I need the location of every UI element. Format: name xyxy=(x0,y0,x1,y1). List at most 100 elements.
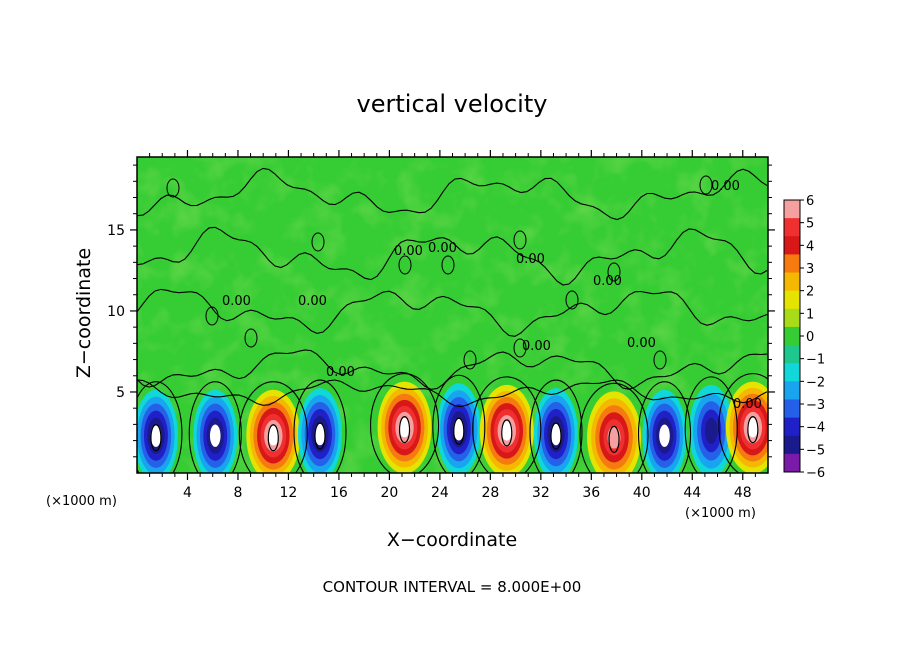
colorbar-swatch xyxy=(784,399,800,419)
plot-area: 0.00 0.00 0.00 0.00 0.00 0.00 0.00 0.00 0.00 0.00… xyxy=(137,157,768,473)
cell-band xyxy=(550,422,562,446)
cell-band xyxy=(704,417,718,444)
cell-outline-contour xyxy=(238,381,308,473)
x-tick-label: 20 xyxy=(380,485,398,501)
contour-loop xyxy=(463,350,477,370)
contour-label: 0.00 xyxy=(326,365,355,380)
cell-outline-contour xyxy=(529,379,583,473)
cell-band xyxy=(209,424,221,447)
x-tick-label: 48 xyxy=(734,485,752,501)
velocity-cell xyxy=(587,391,642,473)
contour-loop xyxy=(398,255,412,275)
contour-label: 0.00 xyxy=(711,179,740,194)
contour-loop xyxy=(513,230,527,250)
contour-loop xyxy=(244,328,258,348)
x-tick-label: 36 xyxy=(582,485,600,501)
colorbar-tick-label: −3 xyxy=(806,398,825,413)
velocity-cell xyxy=(533,388,578,473)
cell-outline-contour xyxy=(370,373,440,473)
cell-outline-contour xyxy=(293,379,347,473)
contour-line xyxy=(137,167,768,221)
cell-contour xyxy=(550,422,562,450)
cell-outline-contour xyxy=(137,381,183,473)
x-tick-label: 16 xyxy=(330,485,348,501)
colorbar-tick-label: −2 xyxy=(806,375,825,390)
x-tick-label: 32 xyxy=(532,485,550,501)
colorbar-swatch xyxy=(784,218,800,237)
contour-loop xyxy=(166,178,180,198)
x-axis-title: X−coordinate xyxy=(387,529,517,551)
colorbar-tick-label: −6 xyxy=(806,466,825,481)
cell-outline-contour xyxy=(188,381,242,473)
contour-label: 0.00 xyxy=(522,339,551,354)
cell-outline-contour xyxy=(472,376,542,473)
colorbar-swatch xyxy=(784,381,800,400)
colorbar-tick-label: 1 xyxy=(806,307,814,322)
contour-line xyxy=(137,288,768,337)
contour-loop xyxy=(311,232,325,252)
y-tick-label: 10 xyxy=(107,304,125,320)
x-tick-label: 28 xyxy=(481,485,499,501)
cell-contour xyxy=(314,422,326,450)
contour-line xyxy=(137,349,768,390)
y-axis-ticks: 5 10 15 xyxy=(107,164,775,458)
x-axis-unit-right: (×1000 m) xyxy=(685,506,756,521)
x-tick-label: 44 xyxy=(683,485,701,501)
colorbar-swatch xyxy=(784,453,800,473)
contour-loop xyxy=(565,290,579,310)
y-axis-title: Z−coordinate xyxy=(73,248,95,378)
colorbar-swatch xyxy=(784,236,800,255)
cell-band xyxy=(314,422,326,446)
colorbar-swatch xyxy=(784,308,800,328)
colorbar-swatch xyxy=(784,435,800,455)
colorbar-swatch xyxy=(784,363,800,382)
colorbar-swatch xyxy=(784,417,800,437)
cell-outline-contour xyxy=(432,374,486,473)
velocity-cell xyxy=(377,381,432,473)
contour-label: 0.00 xyxy=(627,336,656,351)
contour-label: 0.00 xyxy=(394,244,423,259)
cell-band xyxy=(398,417,411,438)
colorbar-swatch xyxy=(784,254,800,274)
contour-label: 0.00 xyxy=(733,397,762,412)
x-axis-ticks: 4 8 12 16 20 24 28 32 36 40 44 48 xyxy=(149,150,756,501)
velocity-cell xyxy=(137,389,178,473)
colorbar-tick-label: 6 xyxy=(806,194,814,209)
velocity-cell xyxy=(642,389,687,473)
x-tick-label: 12 xyxy=(280,485,298,501)
colorbar-tick-label: 2 xyxy=(806,285,814,300)
cell-band xyxy=(501,421,513,441)
colorbar-swatch xyxy=(784,345,800,364)
contour-label: 0.00 xyxy=(593,274,622,289)
contour-label: 0.00 xyxy=(516,252,545,267)
cell-contour xyxy=(747,416,759,444)
colorbar-tick-label: 0 xyxy=(806,330,814,345)
velocity-cells xyxy=(137,381,768,473)
cell-contour xyxy=(608,425,620,453)
cell-contour xyxy=(150,424,162,452)
colorbar-tick-label: 5 xyxy=(806,217,814,232)
cell-outline-contour xyxy=(579,382,649,473)
colorbar-swatch xyxy=(784,272,800,292)
contour-loop xyxy=(205,306,219,326)
contour-line xyxy=(137,226,768,286)
colorbar-tick-label: 3 xyxy=(806,262,814,277)
colorbar-swatch xyxy=(784,290,800,310)
x-tick-label: 8 xyxy=(233,485,242,501)
velocity-cell xyxy=(479,384,534,473)
cell-band xyxy=(453,418,465,441)
y-tick-label: 15 xyxy=(107,223,125,239)
contour-loop xyxy=(441,255,455,275)
cell-contour xyxy=(501,419,513,447)
cell-band xyxy=(150,424,162,447)
colorbar-tick-label: −5 xyxy=(806,443,825,458)
contour-loop xyxy=(699,175,713,195)
colorbar: 6 5 4 3 2 1 0 −1 −2 −3 −4 −5 −6 xyxy=(783,194,825,481)
x-tick-label: 24 xyxy=(431,485,449,501)
cell-contour xyxy=(398,416,411,444)
velocity-cell xyxy=(725,381,768,473)
colorbar-swatch xyxy=(784,200,800,219)
colorbar-swatch xyxy=(784,326,800,346)
velocity-cell xyxy=(297,388,342,473)
